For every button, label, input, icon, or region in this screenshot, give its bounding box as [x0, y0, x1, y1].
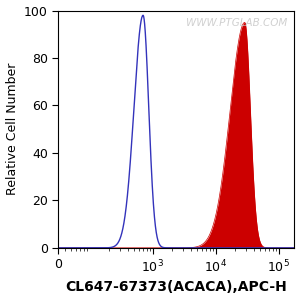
- Text: WWW.PTGLAB.COM: WWW.PTGLAB.COM: [186, 18, 287, 28]
- Y-axis label: Relative Cell Number: Relative Cell Number: [6, 63, 19, 195]
- X-axis label: CL647-67373(ACACA),APC-H: CL647-67373(ACACA),APC-H: [65, 280, 287, 294]
